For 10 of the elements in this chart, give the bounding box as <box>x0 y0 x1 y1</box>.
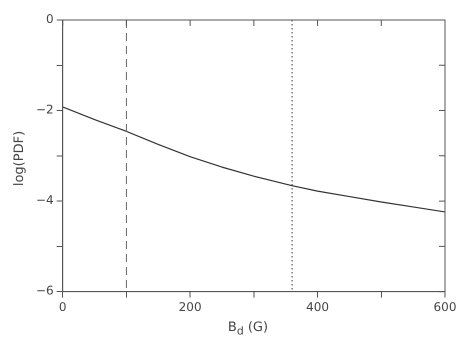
x-axis-title: B$_{d}$ (G) <box>228 320 268 338</box>
x-tick-label: 600 <box>434 300 456 314</box>
y-tick-label: −2 <box>36 102 54 117</box>
x-tick-label: 200 <box>178 300 202 314</box>
y-axis-title: log(PDF) <box>12 130 28 186</box>
x-tick-label: 0 <box>58 300 67 314</box>
y-tick-label: −6 <box>36 284 54 298</box>
y-tick-label: 0 <box>46 12 54 26</box>
x-tick-label: 400 <box>306 300 330 314</box>
y-tick-label: −4 <box>36 193 54 208</box>
